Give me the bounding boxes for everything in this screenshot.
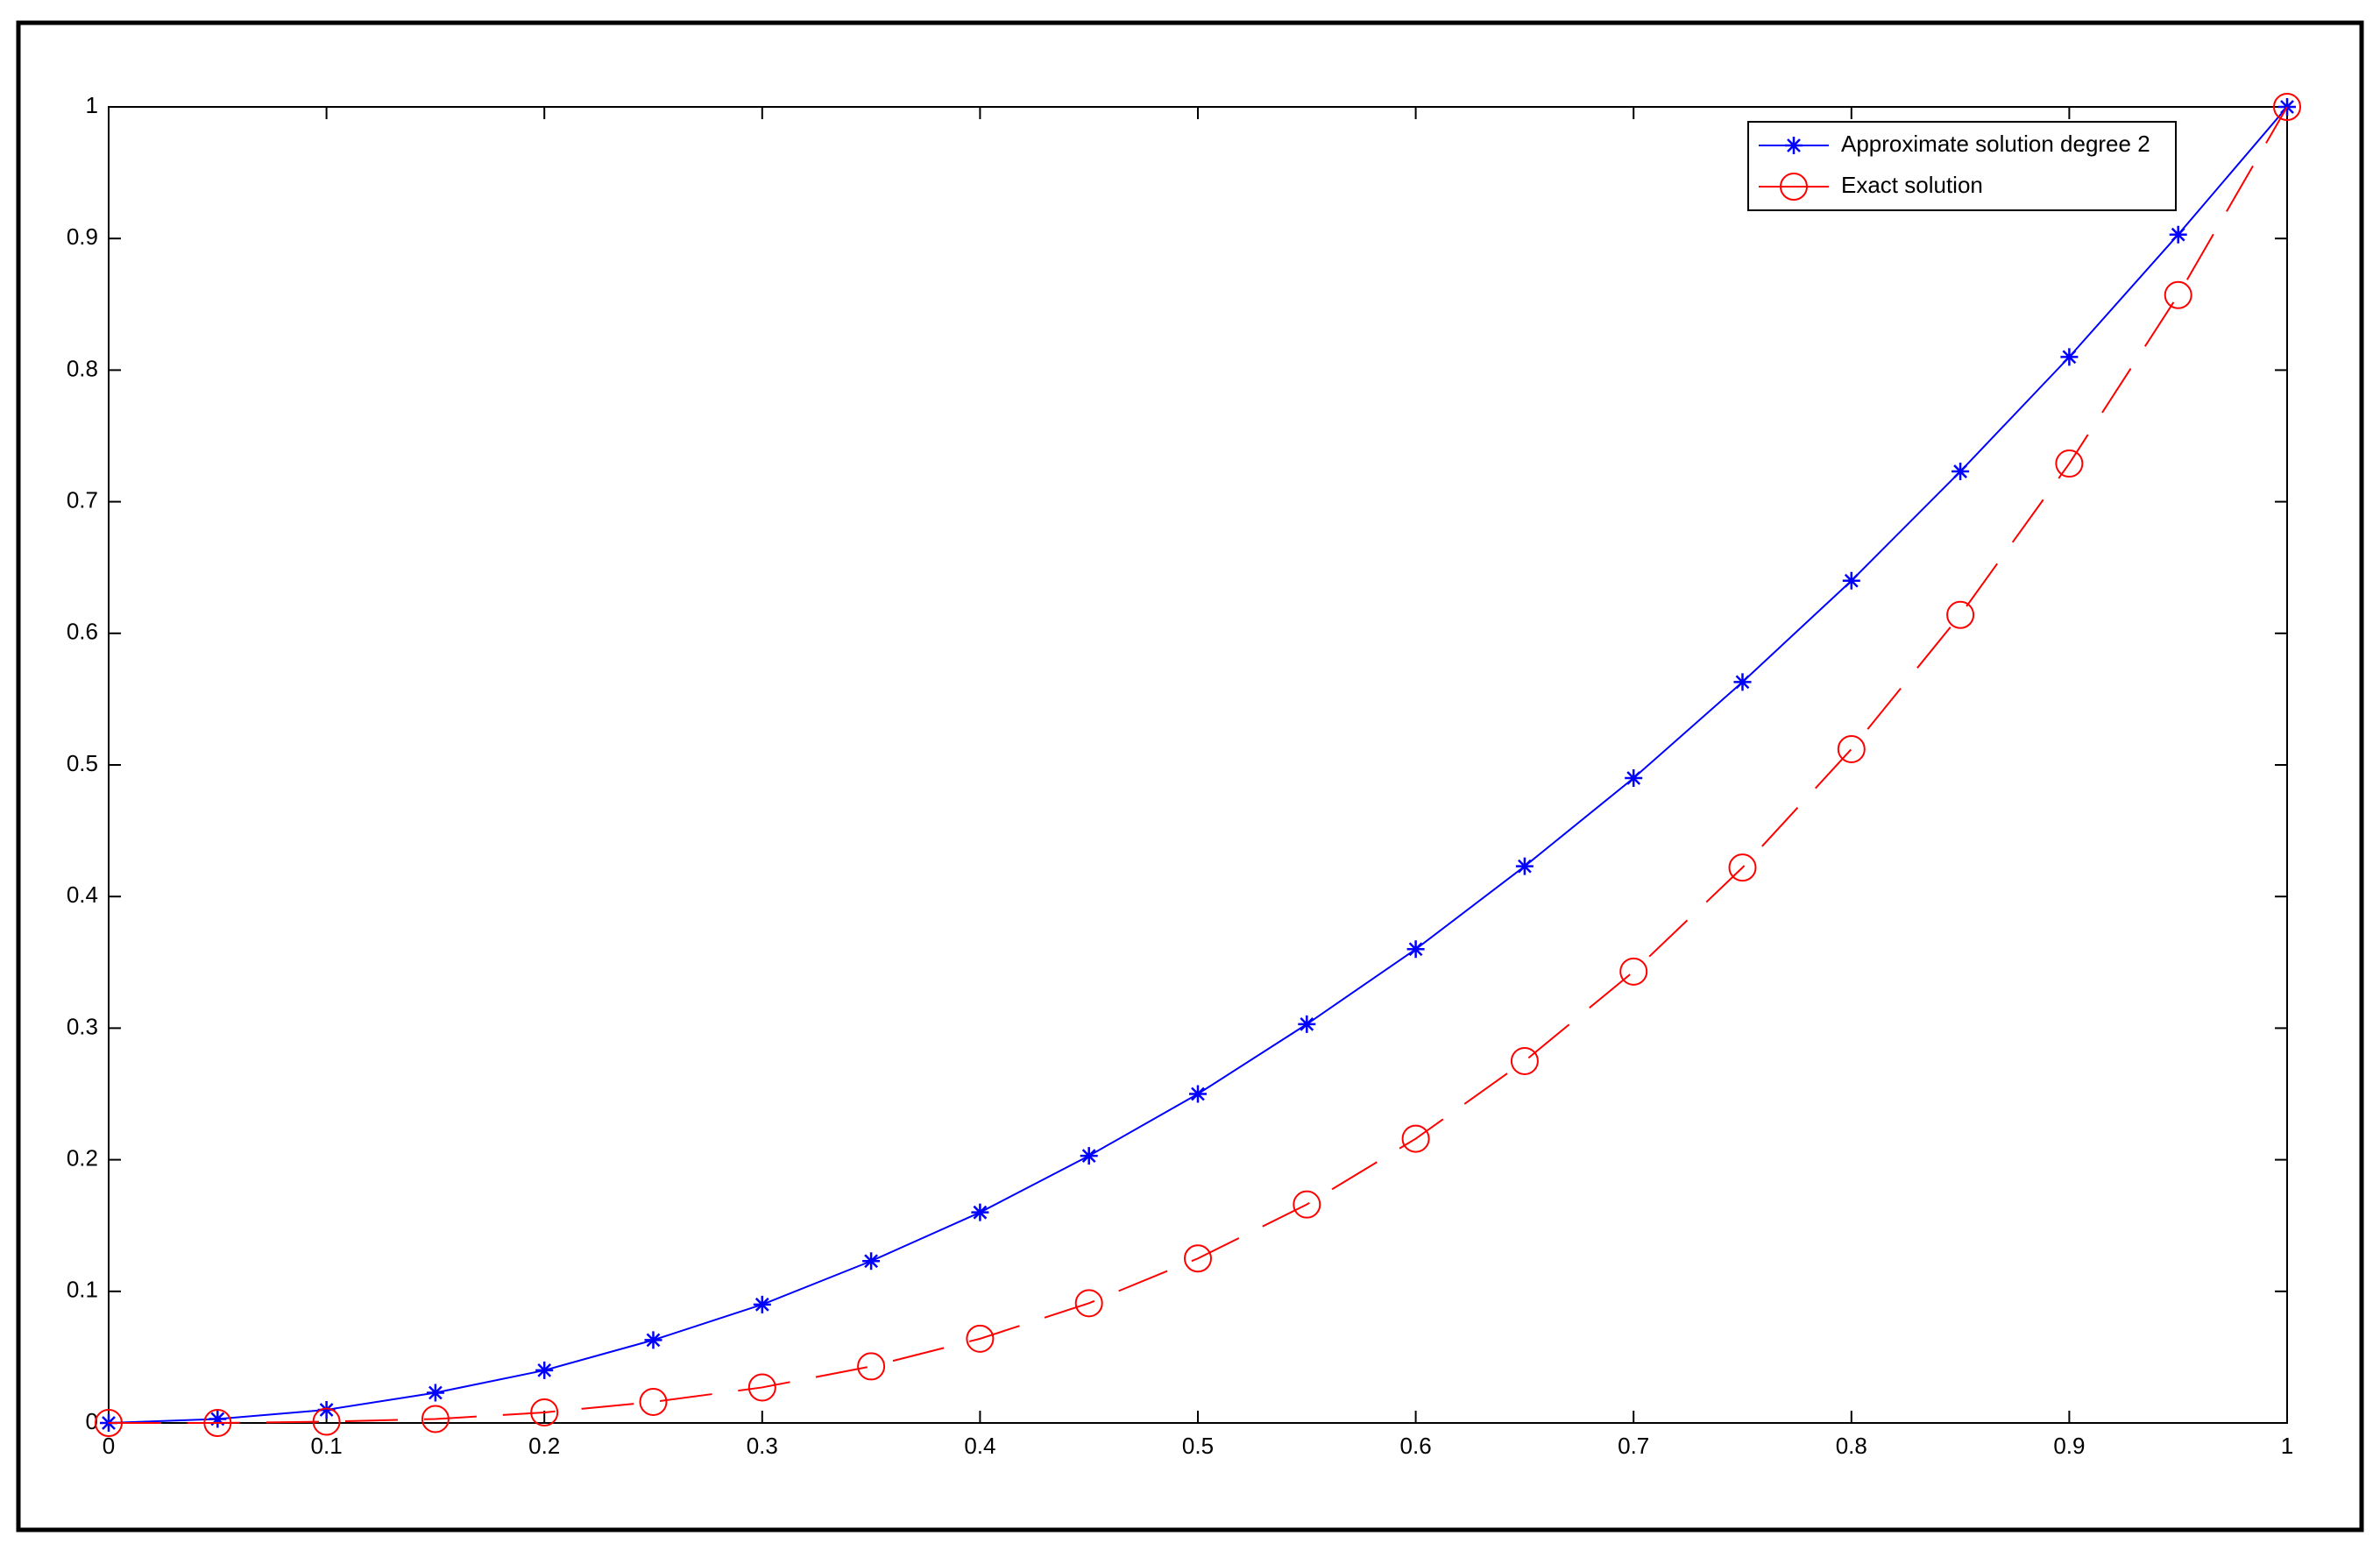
data-point xyxy=(535,1361,554,1379)
data-point xyxy=(644,1331,662,1349)
data-point xyxy=(2164,280,2192,309)
y-tick-label: 0.1 xyxy=(67,1277,98,1303)
data-point xyxy=(317,1400,336,1419)
data-point xyxy=(203,1409,232,1437)
y-tick-label: 0.6 xyxy=(67,619,98,645)
data-point xyxy=(95,1409,123,1437)
y-tick-label: 0.5 xyxy=(67,750,98,776)
data-point xyxy=(639,1387,668,1416)
y-tick-label: 0.9 xyxy=(67,223,98,250)
x-tick-label: 0 xyxy=(103,1433,115,1459)
data-point xyxy=(862,1252,881,1270)
data-point xyxy=(1619,957,1648,986)
data-point xyxy=(1401,1124,1430,1153)
legend-label: Exact solution xyxy=(1841,172,1983,198)
legend-box xyxy=(1747,121,2177,211)
data-point xyxy=(2169,225,2187,244)
data-point xyxy=(966,1324,995,1353)
x-tick-label: 0.8 xyxy=(1836,1433,1867,1459)
data-point xyxy=(1515,857,1534,875)
x-tick-label: 0.9 xyxy=(2053,1433,2085,1459)
y-tick-label: 0.7 xyxy=(67,486,98,513)
data-point xyxy=(209,1410,227,1428)
data-point xyxy=(1510,1046,1539,1075)
y-tick-label: 0.4 xyxy=(67,881,98,908)
data-point xyxy=(530,1398,559,1426)
data-point xyxy=(1837,734,1866,763)
y-tick-label: 0.8 xyxy=(67,355,98,381)
data-point xyxy=(1842,571,1860,590)
outer-frame xyxy=(16,20,2364,1532)
x-tick-label: 0.3 xyxy=(747,1433,778,1459)
x-tick-label: 0.6 xyxy=(1400,1433,1432,1459)
data-point xyxy=(2055,449,2084,478)
x-tick-label: 0.1 xyxy=(311,1433,343,1459)
data-point xyxy=(753,1295,771,1313)
x-tick-label: 0.5 xyxy=(1182,1433,1214,1459)
legend-label: Approximate solution degree 2 xyxy=(1841,131,2150,157)
x-tick-label: 0.7 xyxy=(1618,1433,1649,1459)
data-point xyxy=(1951,463,1970,481)
y-tick-label: 0.3 xyxy=(67,1013,98,1039)
data-point xyxy=(1293,1190,1321,1219)
data-point xyxy=(312,1407,341,1436)
data-point xyxy=(1946,600,1975,629)
data-point xyxy=(1189,1085,1207,1103)
data-point xyxy=(1080,1147,1098,1165)
legend-marker xyxy=(1780,173,1808,201)
x-tick-label: 1 xyxy=(2281,1433,2293,1459)
data-point xyxy=(1733,673,1752,691)
y-tick-label: 0.2 xyxy=(67,1144,98,1171)
x-tick-label: 0.2 xyxy=(528,1433,560,1459)
series-line xyxy=(109,106,2288,1424)
data-point xyxy=(426,1384,444,1402)
data-point xyxy=(857,1352,886,1381)
data-point xyxy=(1298,1015,1316,1033)
y-tick-label: 0 xyxy=(86,1408,98,1434)
data-point xyxy=(421,1405,450,1433)
x-tick-label: 0.4 xyxy=(964,1433,995,1459)
data-point xyxy=(2060,348,2079,366)
legend-marker xyxy=(1785,137,1803,154)
data-point xyxy=(971,1203,989,1221)
data-point xyxy=(2273,93,2301,121)
data-point xyxy=(1184,1244,1212,1273)
data-point xyxy=(747,1373,776,1402)
data-point xyxy=(1074,1289,1103,1318)
plot-area xyxy=(108,106,2288,1424)
y-tick-label: 1 xyxy=(86,92,98,118)
data-point xyxy=(1728,853,1757,882)
data-point xyxy=(1625,769,1643,788)
data-point xyxy=(1406,940,1425,959)
